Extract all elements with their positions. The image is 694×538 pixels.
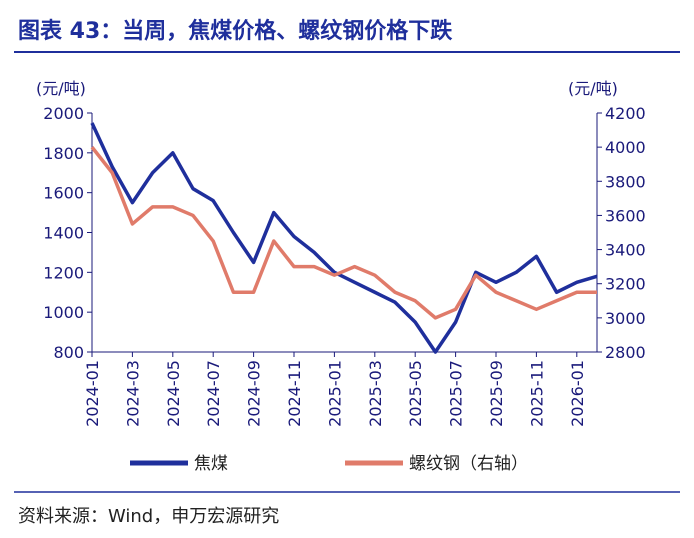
x-tick-label: 2024-01 [83, 360, 102, 427]
y2-tick-label: 4000 [605, 138, 646, 157]
source: 资料来源：Wind，申万宏源研究 [18, 506, 279, 527]
y2-axis-label: (元/吨) [568, 79, 618, 98]
chart-title: 图表 43：当周，焦煤价格、螺纹钢价格下跌 [18, 18, 453, 44]
x-tick-label: 2025-03 [366, 360, 385, 427]
x-tick-label: 2025-01 [325, 360, 344, 427]
y2-tick-label: 3400 [605, 241, 646, 260]
x-tick-label: 2025-09 [487, 360, 506, 427]
x-tick-label: 2024-09 [245, 360, 264, 427]
x-tick-label: 2026-01 [568, 360, 587, 427]
y2-tick-label: 3200 [605, 275, 646, 294]
y-axis-label: (元/吨) [36, 79, 86, 98]
y2-tick-label: 3800 [605, 172, 646, 191]
legend-label: 焦煤 [194, 454, 228, 474]
x-tick-label: 2025-05 [406, 360, 425, 427]
y2-tick-label: 3000 [605, 309, 646, 328]
series-line [90, 146, 597, 320]
y2-tick-label: 2800 [605, 343, 646, 362]
x-tick-label: 2024-07 [204, 360, 223, 427]
y-tick-label: 2000 [43, 104, 84, 123]
y-tick-label: 1400 [43, 224, 84, 243]
legend-label: 螺纹钢（右轴） [409, 454, 528, 474]
series-line [90, 122, 598, 354]
y2-tick-label: 4200 [605, 104, 646, 123]
x-tick-label: 2024-03 [123, 360, 142, 427]
x-tick-label: 2024-05 [164, 360, 183, 427]
x-tick-label: 2025-11 [527, 360, 546, 427]
y-tick-label: 1600 [43, 184, 84, 203]
x-tick-label: 2025-07 [447, 360, 466, 427]
y-tick-label: 800 [53, 343, 84, 362]
y2-tick-label: 3600 [605, 206, 646, 225]
x-tick-label: 2024-11 [285, 360, 304, 427]
y-tick-label: 1800 [43, 144, 84, 163]
y-tick-label: 1000 [43, 303, 84, 322]
y-tick-label: 1200 [43, 263, 84, 282]
